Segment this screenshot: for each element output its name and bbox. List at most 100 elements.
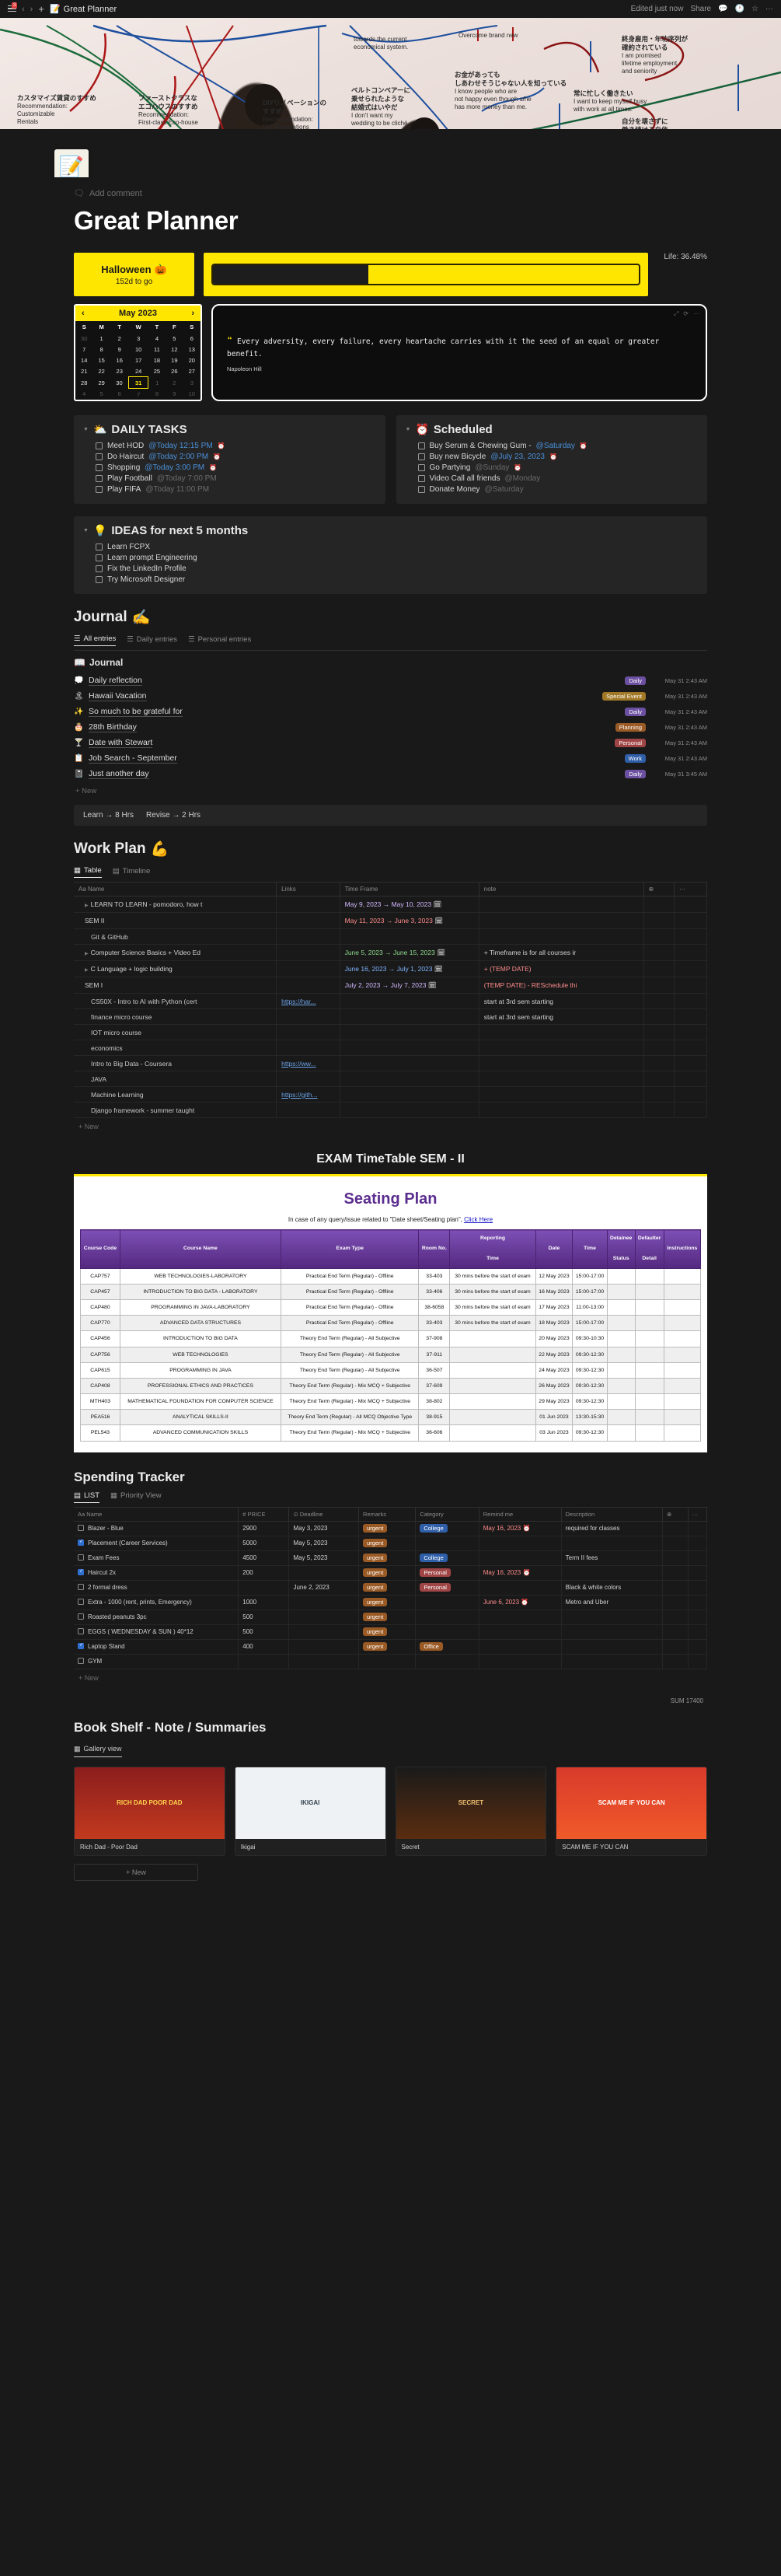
bookshelf-new-button[interactable]: + New	[74, 1863, 198, 1881]
spending-row[interactable]: Laptop Stand 400 urgent Office	[74, 1639, 708, 1655]
checkbox[interactable]	[417, 453, 425, 460]
calendar-day[interactable]: 22	[98, 367, 105, 375]
spending-price-cell[interactable]: 200	[238, 1565, 290, 1581]
spending-name-cell[interactable]: Laptop Stand	[74, 1639, 239, 1655]
work-plan-name-cell[interactable]: Django framework - summer taught	[74, 1102, 277, 1118]
work-plan-timeframe-cell[interactable]	[340, 1055, 479, 1071]
calendar-day[interactable]: 3	[137, 334, 141, 342]
spending-category-cell[interactable]: Personal	[415, 1565, 479, 1581]
spending-description-cell[interactable]	[561, 1654, 663, 1669]
gallery-view-tab[interactable]: ▦ Gallery view	[74, 1745, 122, 1757]
work-plan-column-4[interactable]: ⊕	[643, 883, 675, 897]
spending-column-2[interactable]: ⊙ Deadline	[288, 1507, 360, 1522]
work-plan-link[interactable]: https://gith...	[281, 1090, 318, 1099]
work-plan-links-cell[interactable]	[276, 1024, 340, 1040]
row-checkbox[interactable]	[78, 1568, 84, 1576]
checkbox[interactable]	[96, 442, 103, 449]
spending-category-cell[interactable]	[415, 1536, 479, 1551]
entry-name[interactable]: Date with Stewart	[89, 737, 153, 748]
checkbox[interactable]	[96, 453, 103, 460]
journal-row[interactable]: 🏝 Hawaii Vacation Special Event May 31 2:43…	[74, 688, 707, 704]
row-checkbox[interactable]	[78, 1642, 84, 1650]
spending-name-cell[interactable]: Blazer - Blue	[74, 1521, 239, 1536]
more-options-icon[interactable]: ···	[765, 5, 773, 13]
spending-price-cell[interactable]: 2900	[238, 1521, 290, 1536]
spending-remarks-cell[interactable]: urgent	[358, 1536, 417, 1551]
row-checkbox[interactable]	[78, 1613, 84, 1620]
scheduled-header[interactable]: ▼ ⏰ Scheduled	[406, 423, 699, 436]
work-plan-note-cell[interactable]	[479, 1102, 644, 1118]
calendar-day-today[interactable]: 31	[128, 376, 149, 389]
row-checkbox[interactable]	[78, 1599, 84, 1606]
calendar-day[interactable]: 11	[154, 345, 160, 353]
calendar-day[interactable]: 7	[82, 345, 86, 353]
collapse-triangle-icon[interactable]: ▼	[83, 528, 89, 533]
spending-category-cell[interactable]: Office	[415, 1639, 479, 1655]
work-plan-links-cell[interactable]	[276, 896, 340, 913]
spending-deadline-cell[interactable]	[288, 1565, 360, 1581]
work-plan-name-cell[interactable]: JAVA	[74, 1071, 277, 1087]
work-plan-links-cell[interactable]	[276, 960, 340, 977]
spending-description-cell[interactable]: required for classes	[561, 1521, 663, 1536]
work-plan-note-cell[interactable]: start at 3rd sem starting	[479, 993, 644, 1009]
spending-remarks-cell[interactable]: urgent	[358, 1610, 417, 1625]
spending-column-0[interactable]: Aa Name	[74, 1507, 239, 1522]
spending-row[interactable]: Exam Fees 4500 May 5, 2023 urgent College Ter…	[74, 1550, 708, 1566]
idea-item[interactable]: Learn FCPX	[96, 543, 698, 551]
spending-remarks-cell[interactable]: urgent	[358, 1595, 417, 1610]
checkbox[interactable]	[96, 576, 103, 583]
spending-remarks-cell[interactable]	[358, 1654, 417, 1669]
checkbox[interactable]	[417, 464, 425, 471]
spending-deadline-cell[interactable]	[288, 1654, 360, 1669]
checkbox[interactable]	[417, 442, 425, 449]
spending-column-5[interactable]: Remind me	[479, 1507, 562, 1522]
checkbox[interactable]	[417, 486, 425, 493]
breadcrumb[interactable]: 📝 Great Planner	[50, 4, 117, 15]
work-plan-tab-0[interactable]: ▦ Table	[74, 866, 102, 878]
work-plan-link[interactable]: https://ww...	[281, 1059, 316, 1068]
spending-row[interactable]: Haircut 2x 200 urgent Personal May 16, 2023 …	[74, 1565, 708, 1581]
calendar-day[interactable]: 2	[173, 379, 176, 386]
work-plan-timeframe-cell[interactable]	[340, 993, 479, 1009]
spending-remind-cell[interactable]: May 16, 2023 ⏰	[479, 1565, 562, 1581]
spending-description-cell[interactable]	[561, 1624, 663, 1640]
work-plan-row[interactable]: IOT micro course	[74, 1024, 708, 1040]
work-plan-name-cell[interactable]: SEM I	[74, 977, 277, 994]
spending-remind-cell[interactable]	[479, 1639, 562, 1655]
calendar-day[interactable]: 2	[117, 334, 121, 342]
entry-name[interactable]: Hawaii Vacation	[89, 690, 147, 701]
calendar-day[interactable]: 10	[134, 345, 142, 353]
spending-row[interactable]: Blazer - Blue 2900 May 3, 2023 urgent Colleg…	[74, 1521, 708, 1536]
work-plan-row[interactable]: SEM I July 2, 2023 → July 7, 2023 🗓 (TEMP …	[74, 977, 708, 994]
spending-name-cell[interactable]: Exam Fees	[74, 1550, 239, 1566]
sidebar-toggle-icon[interactable]: 3	[8, 2, 18, 13]
work-plan-links-cell[interactable]	[276, 912, 340, 929]
work-plan-note-cell[interactable]	[479, 1071, 644, 1087]
entry-name[interactable]: 28th Birthday	[89, 722, 137, 732]
spending-remarks-cell[interactable]: urgent	[358, 1521, 417, 1536]
work-plan-row[interactable]: CS50X - Intro to AI with Python (cert htt…	[74, 993, 708, 1009]
spending-price-cell[interactable]: 4500	[238, 1550, 290, 1566]
row-checkbox[interactable]	[78, 1658, 84, 1665]
work-plan-links-cell[interactable]	[276, 1040, 340, 1056]
task-date[interactable]: @Saturday	[484, 485, 524, 494]
task-date[interactable]: @Today 12:15 PM	[148, 442, 213, 450]
calendar-day[interactable]: 14	[81, 356, 88, 364]
task-date[interactable]: @Today 2:00 PM	[148, 453, 209, 461]
journal-row[interactable]: 📓 Just another day Daily May 31 3:45 AM	[74, 766, 707, 781]
work-plan-column-5[interactable]: ···	[674, 883, 708, 897]
work-plan-name-cell[interactable]: CS50X - Intro to AI with Python (cert	[74, 993, 277, 1009]
work-plan-timeframe-cell[interactable]	[340, 1102, 479, 1118]
work-plan-column-2[interactable]: Time Frame	[340, 883, 479, 897]
calendar-day[interactable]: 17	[134, 356, 142, 364]
row-checkbox[interactable]	[78, 1554, 84, 1561]
spending-name-cell[interactable]: 2 formal dress	[74, 1580, 239, 1596]
spending-name-cell[interactable]: Roasted peanuts 3pc	[74, 1610, 239, 1625]
work-plan-column-3[interactable]: note	[479, 883, 644, 897]
spending-price-cell[interactable]	[238, 1654, 290, 1669]
work-plan-name-cell[interactable]: Machine Learning	[74, 1086, 277, 1103]
spending-name-cell[interactable]: Placement (Career Services)	[74, 1536, 239, 1551]
work-plan-note-cell[interactable]: (TEMP DATE) - RESchedule thi	[479, 977, 644, 994]
countdown-widget[interactable]: Halloween 🎃 152d to go	[74, 253, 194, 296]
